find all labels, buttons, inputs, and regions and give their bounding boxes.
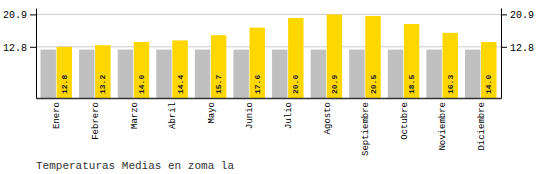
- tick-label: Diciembre: [477, 102, 487, 151]
- tick-label: Febrero: [91, 102, 101, 140]
- bar: [388, 50, 403, 98]
- tick-label: Enero: [52, 102, 62, 129]
- tick-mark: [30, 14, 36, 15]
- bar: [465, 50, 480, 98]
- tick: Abril: [168, 98, 178, 129]
- bar: [118, 50, 133, 98]
- tick: 20.9: [3, 10, 36, 21]
- data-label: 20.9: [330, 75, 339, 94]
- data-labels: 12.8 13.2 14.0 14.4 15.7 17.6 20.0 20.9 20.5 18.5…: [60, 75, 493, 94]
- chart: 12.8 13.2 14.0 14.4 15.7 17.6 20.0 20.9 20.5 18.5…: [0, 0, 537, 174]
- axis-line: [36, 9, 37, 99]
- tick: Julio: [284, 98, 294, 129]
- data-label: 15.7: [214, 75, 223, 94]
- tick: Noviembre: [438, 98, 448, 151]
- bar: [57, 47, 72, 98]
- bar: [41, 50, 56, 98]
- bars: [41, 14, 497, 98]
- tick: 12.8: [3, 43, 36, 54]
- tick: 12.8: [501, 43, 534, 54]
- title: Temperaturas Medias en zoma la: [36, 160, 234, 172]
- tick-label: 12.8: [3, 43, 27, 54]
- tick-label: Agosto: [323, 102, 333, 134]
- data-label: 20.0: [291, 75, 300, 94]
- y2-axis: 12.8 20.9: [501, 9, 534, 99]
- tick-label: Octubre: [400, 102, 410, 140]
- axis-line: [501, 9, 502, 99]
- tick: Junio: [245, 98, 255, 129]
- axis-line: [37, 98, 502, 100]
- tick-label: 12.8: [510, 43, 534, 54]
- tick-label: 20.9: [510, 10, 534, 21]
- bar: [288, 18, 303, 98]
- tick-mark: [30, 47, 36, 48]
- data-label: 18.5: [407, 75, 416, 94]
- bar: [95, 45, 110, 98]
- y-axis: 12.8 20.9: [3, 9, 37, 99]
- tick: Octubre: [400, 98, 410, 140]
- data-label: 20.5: [369, 75, 378, 94]
- tick-label: Marzo: [130, 102, 140, 129]
- bar: [272, 50, 287, 98]
- bar: [134, 42, 149, 98]
- tick: 20.9: [501, 10, 534, 21]
- bar: [442, 33, 457, 98]
- data-label: 14.0: [484, 75, 493, 94]
- bar: [349, 50, 364, 98]
- data-label: 13.2: [98, 75, 107, 94]
- bar: [211, 35, 226, 98]
- bar: [481, 42, 496, 98]
- grid-line: [36, 14, 501, 15]
- plot: 12.8 13.2 14.0 14.4 15.7 17.6 20.0 20.9 20.5 18.5…: [3, 9, 534, 157]
- tick-label: 20.9: [3, 10, 27, 21]
- tick-label: Junio: [245, 102, 255, 129]
- x-axis: Enero Febrero Marzo Abril Mayo Junio Julio Agos…: [37, 98, 502, 156]
- tick: Enero: [52, 98, 62, 129]
- tick: Mayo: [207, 98, 217, 124]
- data-label: 16.3: [446, 75, 455, 94]
- bar: [404, 24, 419, 98]
- bar: [172, 40, 187, 98]
- data-label: 14.4: [176, 75, 185, 94]
- tick-label: Mayo: [207, 102, 217, 124]
- data-label: 17.6: [253, 75, 262, 94]
- data-label: 14.0: [137, 75, 146, 94]
- tick-label: Julio: [284, 102, 294, 129]
- tick-mark: [501, 47, 507, 48]
- bar: [195, 50, 210, 98]
- tick-label: Septiembre: [361, 102, 371, 156]
- bar-series: [57, 14, 497, 98]
- bar: [233, 50, 248, 98]
- tick-label: Noviembre: [438, 102, 448, 151]
- tick-mark: [501, 14, 507, 15]
- tick-label: Abril: [168, 102, 178, 129]
- tick: Marzo: [130, 98, 140, 129]
- bar: [426, 50, 441, 98]
- tick: Febrero: [91, 98, 101, 140]
- tick: Septiembre: [361, 98, 371, 156]
- bar: [365, 16, 380, 98]
- grid: [36, 14, 501, 46]
- tick: Diciembre: [477, 98, 487, 151]
- bar: [250, 28, 265, 98]
- bar: [327, 14, 342, 98]
- bar: [156, 50, 171, 98]
- bar: [311, 50, 326, 98]
- data-label: 12.8: [60, 75, 69, 94]
- tick: Agosto: [323, 98, 333, 134]
- bar: [79, 50, 94, 98]
